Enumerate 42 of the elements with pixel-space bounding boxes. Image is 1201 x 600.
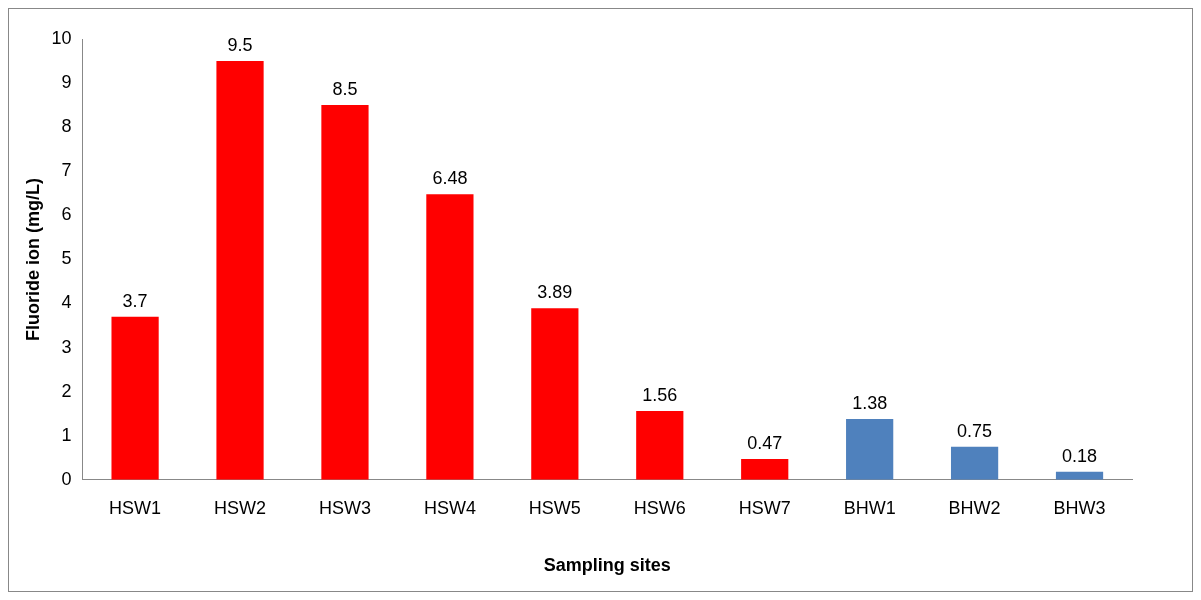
data-label: 1.38: [852, 392, 888, 413]
y-tick-label: 4: [61, 292, 72, 313]
x-tick-label: HSW1: [109, 497, 162, 518]
data-label: 0.18: [1062, 445, 1098, 466]
data-label: 0.47: [747, 433, 783, 454]
bar: [636, 411, 684, 480]
y-tick-label: 9: [61, 72, 72, 93]
bar: [741, 459, 789, 480]
x-tick-label: HSW5: [528, 497, 581, 518]
y-tick-label: 7: [61, 160, 72, 181]
y-tick-label: 10: [51, 27, 72, 48]
y-tick-label: 2: [61, 380, 72, 401]
data-label: 9.5: [227, 35, 253, 56]
data-label: 8.5: [332, 79, 358, 100]
x-tick-label: HSW6: [633, 497, 686, 518]
x-tick-label: HSW3: [318, 497, 371, 518]
bar: [216, 61, 264, 480]
data-label: 1.56: [642, 385, 678, 405]
y-tick-label: 8: [61, 116, 72, 137]
x-tick-label: BHW3: [1053, 497, 1106, 518]
bar: [531, 308, 579, 480]
x-tick-label: HSW7: [738, 497, 791, 518]
y-tick-label: 5: [61, 248, 72, 269]
x-tick-label: HSW4: [423, 497, 476, 518]
bar: [846, 418, 894, 480]
x-axis-title: Sampling sites: [543, 555, 671, 576]
y-tick-label: 6: [61, 204, 72, 225]
bar: [111, 316, 159, 480]
bar: [950, 446, 999, 480]
bar: [321, 105, 369, 480]
y-axis-title: Fluoride ion (mg/L): [22, 177, 43, 341]
y-tick-label: 3: [61, 336, 72, 357]
x-tick-label: HSW2: [214, 497, 267, 518]
data-label: 6.48: [432, 168, 468, 189]
bar: [426, 194, 474, 480]
x-tick-label: BHW1: [843, 497, 896, 518]
y-tick-label: 0: [61, 468, 72, 489]
x-tick-label: BHW2: [948, 497, 1001, 518]
data-label: 3.89: [537, 282, 573, 303]
y-tick-label: 1: [61, 424, 72, 445]
data-label: 3.7: [122, 290, 148, 311]
data-label: 0.75: [957, 420, 993, 441]
